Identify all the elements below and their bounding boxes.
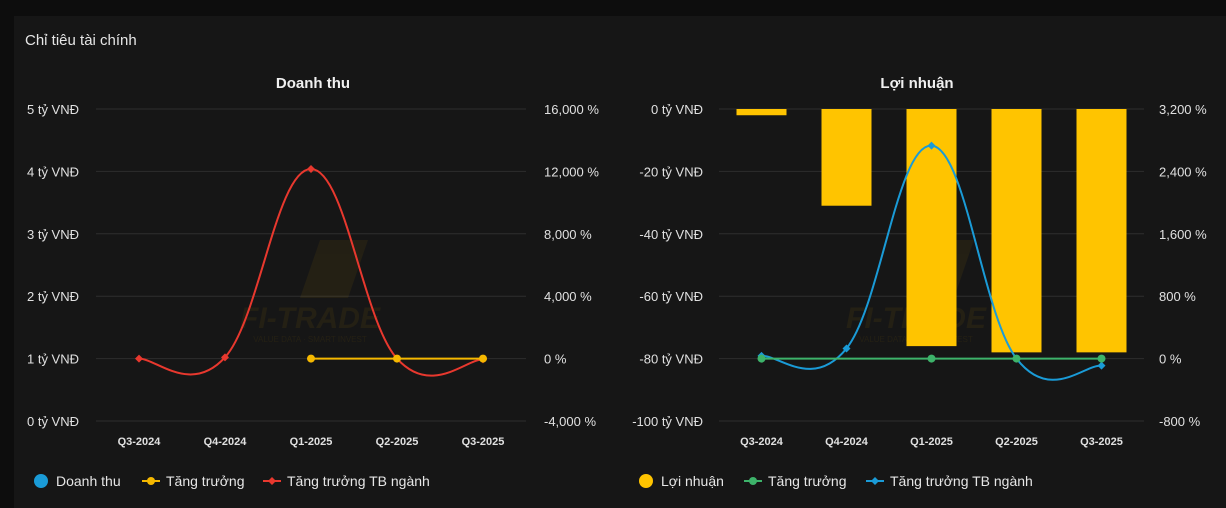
profit-left-tick-label: -80 tỷ VNĐ [639,352,703,367]
profit-right-tick-label: -800 % [1159,414,1201,429]
revenue-industry-growth-point[interactable] [307,165,315,174]
revenue-growth-point[interactable] [393,354,401,363]
profit-bar[interactable] [1076,109,1127,353]
revenue-right-tick-label: 12,000 % [544,164,599,179]
revenue-industry-growth-point[interactable] [221,353,229,362]
profit-right-tick-label: 0 % [1159,352,1182,367]
legend-bar-label[interactable]: Doanh thu [56,473,121,489]
profit-growth-point[interactable] [757,354,766,363]
legend-bar-marker-icon[interactable] [639,474,653,488]
profit-bar[interactable] [991,109,1042,353]
legend-growth-marker-icon[interactable] [749,477,757,485]
revenue-category-label: Q4-2024 [204,436,248,448]
profit-left-tick-label: -20 tỷ VNĐ [639,164,703,179]
legend-industry-label[interactable]: Tăng trưởng TB ngành [287,473,430,489]
profit-right-tick-label: 3,200 % [1159,102,1207,117]
revenue-chart-title: Doanh thu [276,75,350,92]
revenue-right-tick-label: -4,000 % [544,414,596,429]
profit-category-label: Q4-2024 [825,436,869,448]
profit-bar[interactable] [821,109,872,206]
revenue-left-tick-label: 2 tỷ VNĐ [27,289,79,304]
profit-right-tick-label: 1,600 % [1159,227,1207,242]
watermark-text: FI-TRADE [240,302,381,335]
profit-growth-point[interactable] [1012,354,1021,363]
legend-bar-label[interactable]: Lợi nhuận [661,473,724,489]
revenue-left-tick-label: 3 tỷ VNĐ [27,227,79,242]
profit-industry-growth-point[interactable] [1097,361,1106,370]
revenue-category-label: Q1-2025 [290,436,333,448]
revenue-right-tick-label: 0 % [544,352,567,367]
revenue-right-tick-label: 16,000 % [544,102,599,117]
revenue-chart: Doanh thu 5 tỷ VNĐ 16,000 % 4 tỷ VNĐ 12,000 … [27,75,599,489]
profit-left-tick-label: 0 tỷ VNĐ [651,102,703,117]
revenue-left-tick-label: 5 tỷ VNĐ [27,102,79,117]
profit-category-label: Q2-2025 [995,436,1038,448]
profit-left-tick-label: -60 tỷ VNĐ [639,289,703,304]
revenue-industry-growth-point[interactable] [135,354,143,363]
watermark-logo-icon [300,240,368,298]
revenue-growth-point[interactable] [307,354,315,363]
legend-industry-label[interactable]: Tăng trưởng TB ngành [890,473,1033,489]
profit-industry-growth-point[interactable] [927,141,936,150]
revenue-left-tick-label: 0 tỷ VNĐ [27,414,79,429]
profit-growth-point[interactable] [1097,354,1106,363]
profit-left-tick-label: -40 tỷ VNĐ [639,227,703,242]
profit-industry-growth-point[interactable] [842,344,851,353]
revenue-category-label: Q3-2024 [118,436,162,448]
profit-legend: Lợi nhuận Tăng trưởng Tăng trưởng TB ngành [639,473,1033,489]
revenue-category-label: Q3-2025 [462,436,505,448]
legend-growth-label[interactable]: Tăng trưởng [166,473,244,489]
profit-chart: Lợi nhuận 0 tỷ VNĐ 3,200 % -20 tỷ VNĐ 2,400 … [632,75,1207,489]
profit-right-tick-label: 800 % [1159,289,1196,304]
revenue-growth-point[interactable] [479,354,487,363]
revenue-left-tick-label: 1 tỷ VNĐ [27,352,79,367]
profit-left-tick-label: -100 tỷ VNĐ [632,414,703,429]
revenue-right-tick-label: 4,000 % [544,289,592,304]
profit-category-label: Q3-2024 [740,436,784,448]
section-title: Chỉ tiêu tài chính [25,32,137,49]
legend-growth-marker-icon[interactable] [147,477,155,485]
revenue-left-tick-label: 4 tỷ VNĐ [27,164,79,179]
revenue-category-label: Q2-2025 [376,436,419,448]
legend-growth-label[interactable]: Tăng trưởng [768,473,846,489]
legend-industry-marker-icon[interactable] [268,477,276,485]
profit-growth-point[interactable] [927,354,936,363]
profit-bar[interactable] [736,109,787,116]
revenue-right-tick-label: 8,000 % [544,227,592,242]
watermark-tagline: VALUE DATA · SMART INVEST [253,335,367,344]
legend-industry-marker-icon[interactable] [871,477,879,485]
legend-bar-marker-icon[interactable] [34,474,48,488]
revenue-legend: Doanh thu Tăng trưởng Tăng trưởng TB ngành [34,473,430,489]
profit-category-label: Q3-2025 [1080,436,1123,448]
profit-chart-title: Lợi nhuận [880,75,953,92]
profit-category-label: Q1-2025 [910,436,953,448]
profit-right-tick-label: 2,400 % [1159,164,1207,179]
